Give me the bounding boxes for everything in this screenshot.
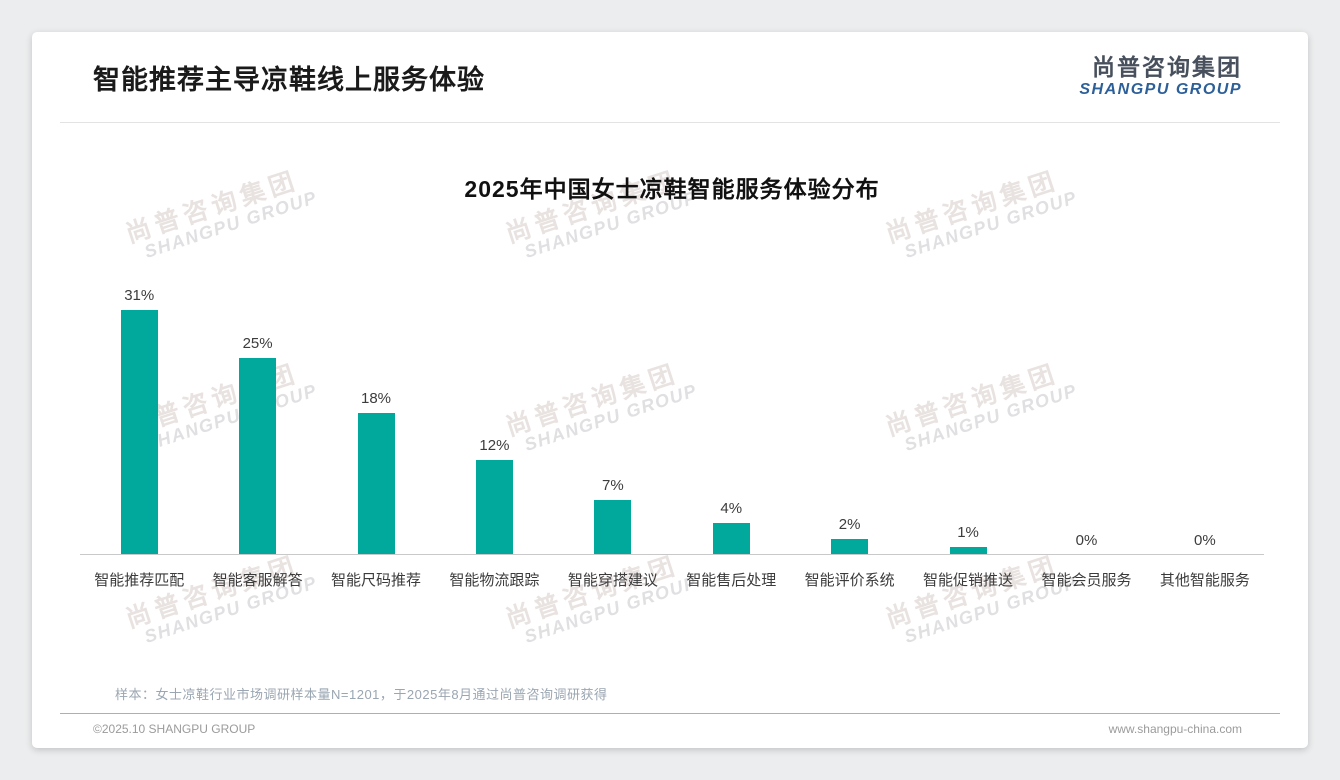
bar-column: 31% bbox=[80, 280, 198, 555]
bar-column: 18% bbox=[317, 280, 435, 555]
bar-value-label: 0% bbox=[1075, 532, 1098, 549]
x-axis-labels: 智能推荐匹配 智能客服解答 智能尺码推荐 智能物流跟踪 智能穿搭建议 智能售后处理 智能评价… bbox=[80, 569, 1264, 590]
slide-footer: ©2025.10 SHANGPU GROUP www.shangpu-china… bbox=[32, 722, 1308, 736]
slide-header: 智能推荐主导凉鞋线上服务体验 尚普咨询集团 SHANGPU GROUP bbox=[32, 32, 1308, 122]
bar-value-label: 2% bbox=[838, 516, 861, 534]
chart-title: 2025年中国女士凉鞋智能服务体验分布 bbox=[464, 176, 880, 202]
bar bbox=[712, 523, 750, 555]
footer-divider bbox=[60, 713, 1280, 714]
x-axis-line bbox=[80, 554, 1264, 555]
bar bbox=[831, 539, 869, 555]
category-label: 智能穿搭建议 bbox=[567, 572, 658, 589]
bar-value-label: 0% bbox=[1194, 532, 1216, 549]
logo-text-cn: 尚普咨询集团 bbox=[1092, 54, 1242, 81]
bar-chart: 2025年中国女士凉鞋智能服务体验分布 31% 25% 18% 12% 7% 4% 2% 1%… bbox=[32, 32, 1308, 748]
bar-column: 4% bbox=[672, 280, 790, 555]
category-label: 智能会员服务 bbox=[1041, 572, 1132, 589]
bar-column: 0% bbox=[1027, 280, 1145, 555]
category-label: 智能评价系统 bbox=[804, 572, 895, 589]
bar-column: 1% bbox=[909, 280, 1027, 555]
website-url: www.shangpu-china.com bbox=[1108, 722, 1242, 736]
bar bbox=[120, 310, 158, 555]
bar-column: 7% bbox=[554, 280, 672, 555]
bar-column: 2% bbox=[790, 280, 908, 555]
bar-value-label: 7% bbox=[601, 476, 624, 494]
bar bbox=[949, 547, 987, 555]
bar-value-label: 18% bbox=[361, 389, 392, 407]
sample-note: 样本：女士凉鞋行业市场调研样本量N=1201，于2025年8月通过尚普咨询调研获… bbox=[115, 687, 608, 702]
bar-column: 0% bbox=[1146, 280, 1264, 555]
category-label: 智能推荐匹配 bbox=[94, 572, 185, 589]
bar-value-label: 1% bbox=[957, 524, 979, 542]
logo-text-en: SHANGPU GROUP bbox=[1079, 81, 1242, 99]
bar-column: 25% bbox=[198, 280, 316, 555]
bar bbox=[475, 460, 513, 555]
category-label: 智能售后处理 bbox=[686, 572, 777, 589]
bar-value-label: 4% bbox=[720, 500, 743, 518]
slide-card: 尚普咨询集团 SHANGPU GROUP 尚普咨询集团 SHANGPU GROUP 尚普… bbox=[32, 32, 1308, 748]
category-label: 智能促销推送 bbox=[923, 572, 1014, 589]
page-title: 智能推荐主导凉鞋线上服务体验 bbox=[93, 64, 485, 95]
bar-column: 12% bbox=[435, 280, 553, 555]
bar bbox=[239, 357, 277, 555]
bar bbox=[357, 412, 395, 555]
category-label: 智能物流跟踪 bbox=[449, 572, 540, 589]
copyright-text: ©2025.10 SHANGPU GROUP bbox=[93, 722, 256, 736]
plot-area: 31% 25% 18% 12% 7% 4% 2% 1% 0% 0% bbox=[80, 280, 1264, 555]
header-divider bbox=[60, 122, 1280, 123]
bar-value-label: 31% bbox=[124, 287, 155, 305]
category-label: 智能尺码推荐 bbox=[331, 572, 422, 589]
bar bbox=[594, 499, 632, 555]
category-label: 其他智能服务 bbox=[1159, 572, 1250, 589]
category-label: 智能客服解答 bbox=[212, 572, 303, 589]
bar-value-label: 25% bbox=[242, 334, 273, 352]
company-logo: 尚普咨询集团 SHANGPU GROUP bbox=[1079, 54, 1242, 99]
bar-value-label: 12% bbox=[479, 437, 510, 455]
